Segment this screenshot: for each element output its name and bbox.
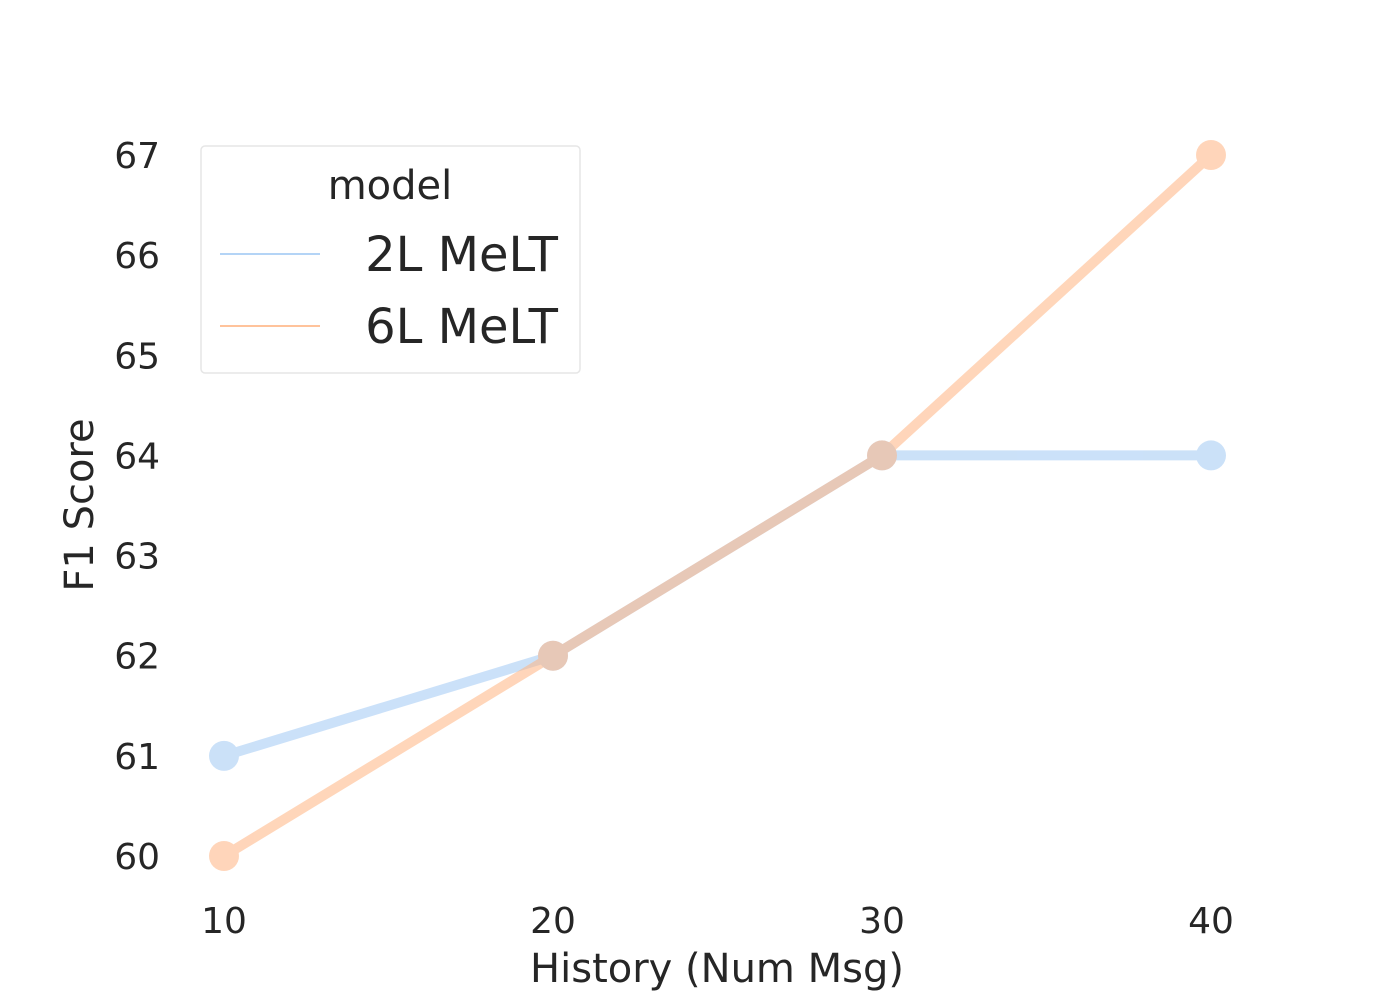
series-6l-melt	[209, 140, 1226, 871]
x-axis-label: History (Num Msg)	[530, 946, 904, 992]
legend-label: 6L MeLT	[365, 299, 559, 355]
x-tick-label: 20	[530, 901, 576, 942]
legend: model 2L MeLT 6L MeLT	[200, 145, 581, 374]
y-tick-label: 60	[114, 837, 160, 878]
y-tick-label: 67	[114, 136, 160, 177]
y-tick-label: 63	[114, 537, 160, 578]
series-layer	[209, 140, 1226, 871]
data-point	[1196, 140, 1226, 170]
y-tick-label: 66	[114, 236, 160, 277]
legend-title: model	[328, 163, 453, 209]
y-tick-label: 64	[114, 436, 160, 477]
series-line	[219, 450, 1216, 761]
y-axis-ticks: 60 61 62 63 64 65 66 67	[114, 136, 160, 878]
data-point	[867, 440, 897, 471]
data-point	[209, 841, 239, 871]
x-axis-ticks: 10 20 30 40	[201, 901, 1234, 942]
data-point	[209, 740, 239, 771]
series-line	[219, 150, 1216, 861]
y-tick-label: 65	[114, 336, 160, 377]
series-2l-melt	[209, 440, 1226, 771]
y-axis-label: F1 Score	[57, 418, 103, 591]
y-tick-label: 62	[114, 637, 160, 678]
x-tick-label: 30	[859, 901, 905, 942]
data-point	[1196, 440, 1226, 471]
legend-box	[200, 145, 581, 374]
legend-label: 2L MeLT	[365, 227, 559, 283]
x-tick-label: 40	[1188, 901, 1234, 942]
legend-entries: 2L MeLT 6L MeLT	[220, 227, 559, 355]
data-point	[538, 640, 568, 671]
x-tick-label: 10	[201, 901, 247, 942]
y-tick-label: 61	[114, 737, 160, 778]
